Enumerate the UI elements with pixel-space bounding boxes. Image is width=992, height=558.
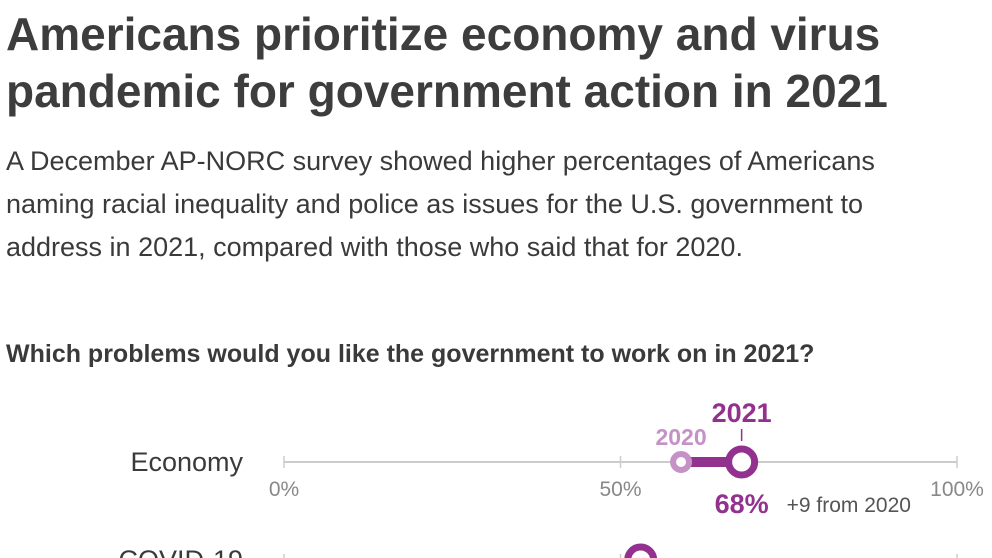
subtitle: A December AP-NORC survey showed higher … (6, 146, 875, 176)
dot-2021 (624, 543, 658, 558)
category-label: Economy (130, 447, 243, 477)
annotation: +9 from 2020 (787, 494, 911, 517)
x-tick-label: 0% (269, 478, 299, 501)
legend-label: 2021 (712, 398, 772, 428)
category-label: COVID-19 (118, 545, 243, 558)
subtitle: address in 2021, compared with those who… (6, 232, 743, 262)
x-tick-label: 50% (599, 478, 641, 501)
x-tick-label: 100% (930, 478, 984, 501)
value-label: 68% (715, 489, 769, 519)
chart-title: Americans prioritize economy and virus (6, 8, 880, 60)
subtitle: naming racial inequality and police as i… (6, 189, 863, 219)
dot-2020 (670, 451, 693, 473)
dot-2021 (725, 445, 759, 479)
question: Which problems would you like the govern… (6, 340, 814, 368)
chart-title: pandemic for government action in 2021 (6, 65, 888, 117)
legend-label: 2020 (655, 424, 706, 450)
